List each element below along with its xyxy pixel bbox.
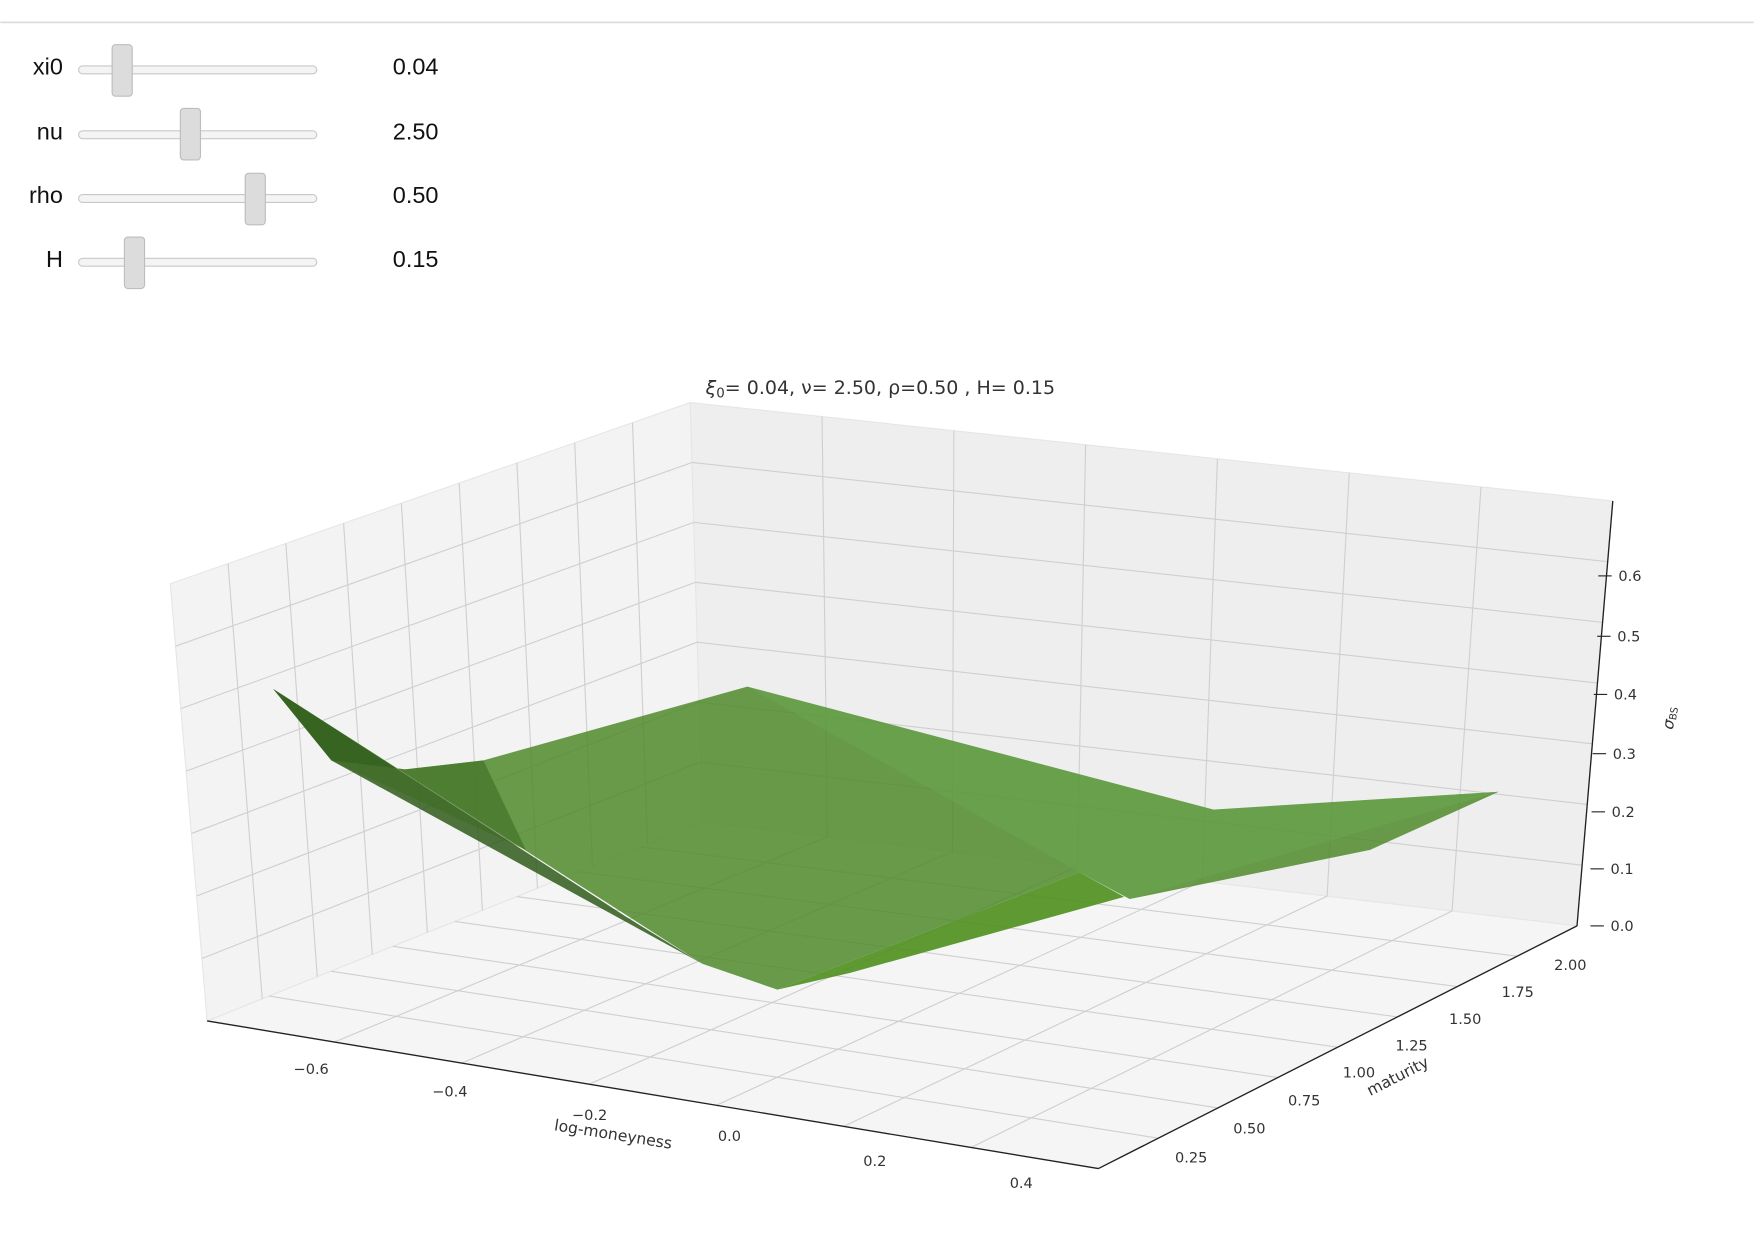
z-tick-label: 0.3 <box>1613 747 1636 763</box>
plot-title: ξ0= 0.04, ν= 2.50, ρ=0.50 , H= 0.15 <box>705 377 1055 402</box>
grid-line <box>695 581 1598 684</box>
slider-value: 0.50 <box>393 182 439 208</box>
grid-line <box>269 995 1159 1139</box>
z-tick-label: 0.6 <box>1618 569 1641 585</box>
slider-thumb[interactable] <box>244 172 266 226</box>
slider-label: rho <box>29 182 63 208</box>
grid-line <box>175 461 693 647</box>
title-subscript: 0 <box>716 387 725 402</box>
slider-thumb[interactable] <box>123 236 146 290</box>
slider-label: nu <box>37 118 63 144</box>
slider-track[interactable] <box>78 65 318 75</box>
y-tick-label: 0.75 <box>1288 1093 1320 1109</box>
title-symbol: ξ <box>705 377 717 399</box>
z-label-symbol: σ <box>1657 717 1678 731</box>
grid-line <box>330 970 1219 1109</box>
grid-line <box>843 895 1328 1127</box>
surface <box>273 686 1499 990</box>
y-tick-label: 1.25 <box>1395 1039 1427 1055</box>
x-tick-label: −0.4 <box>432 1085 467 1101</box>
z-axis-label: σBS <box>1657 705 1681 731</box>
y-tick-label: 1.00 <box>1343 1066 1375 1082</box>
title-text: = 0.04, ν= 2.50, ρ=0.50 , H= 0.15 <box>725 377 1055 399</box>
surface-main <box>273 686 1499 990</box>
grid-line <box>454 920 1338 1048</box>
slider-track[interactable] <box>78 194 318 203</box>
surface-light <box>747 686 1499 900</box>
grid-line <box>697 641 1593 745</box>
grid-line <box>392 945 1278 1079</box>
grid-line <box>400 503 428 933</box>
slider-track[interactable] <box>78 257 318 267</box>
y-axis <box>1098 925 1578 1170</box>
grid-line <box>1451 486 1482 912</box>
slider-value: 0.15 <box>393 246 439 272</box>
z-tick-label: 0.1 <box>1611 862 1634 878</box>
grid-line <box>343 523 373 955</box>
grid-line <box>716 880 1203 1106</box>
y-tick-label: 2.00 <box>1554 958 1586 974</box>
grid-line <box>191 641 698 835</box>
grid-line <box>185 581 696 772</box>
slider-rho[interactable]: rho 0.50 <box>29 172 439 226</box>
y-tick-label: 1.50 <box>1449 1012 1481 1028</box>
z-tick-label: 0.2 <box>1612 805 1635 821</box>
tick-labels: −0.6 −0.4 −0.2 0.0 0.2 0.4 0.25 0.50 0.75 1.00 1.2… <box>294 569 1642 1192</box>
grid-line <box>970 910 1453 1148</box>
slider-value: 0.04 <box>393 53 439 79</box>
slider-h[interactable]: H 0.15 <box>46 236 439 290</box>
slider-thumb[interactable] <box>179 107 202 161</box>
y-tick-label: 0.25 <box>1175 1150 1207 1166</box>
z-tick-label: 0.4 <box>1614 688 1637 704</box>
grid-line <box>691 461 1608 563</box>
z-tick-label: 0.5 <box>1617 629 1640 645</box>
grid-line <box>693 521 1603 623</box>
slider-value: 2.50 <box>393 118 439 144</box>
surface-shade <box>331 760 526 850</box>
z-axis <box>1576 500 1614 926</box>
y-tick-label: 1.75 <box>1502 985 1534 1001</box>
x-tick-label: 0.4 <box>1010 1176 1033 1192</box>
grid-line <box>180 521 694 710</box>
slider-xi0[interactable]: xi0 0.04 <box>33 44 439 97</box>
z-label-subscript: BS <box>1668 706 1681 721</box>
x-tick-label: −0.6 <box>294 1062 329 1078</box>
slider-thumb[interactable] <box>111 44 133 97</box>
grid-line <box>227 563 263 999</box>
surface-ridge <box>777 872 1125 990</box>
x-tick-label: −0.2 <box>572 1108 607 1124</box>
x-tick-label: 0.0 <box>718 1129 741 1145</box>
y-tick-label: 0.50 <box>1233 1121 1265 1137</box>
slider-label: H <box>46 246 63 272</box>
slider-label: xi0 <box>33 53 63 79</box>
grid-line <box>285 543 318 977</box>
z-tick-label: 0.0 <box>1611 919 1634 935</box>
x-axis <box>207 1020 1099 1170</box>
slider-nu[interactable]: nu 2.50 <box>37 107 439 161</box>
x-tick-label: 0.2 <box>863 1154 886 1170</box>
